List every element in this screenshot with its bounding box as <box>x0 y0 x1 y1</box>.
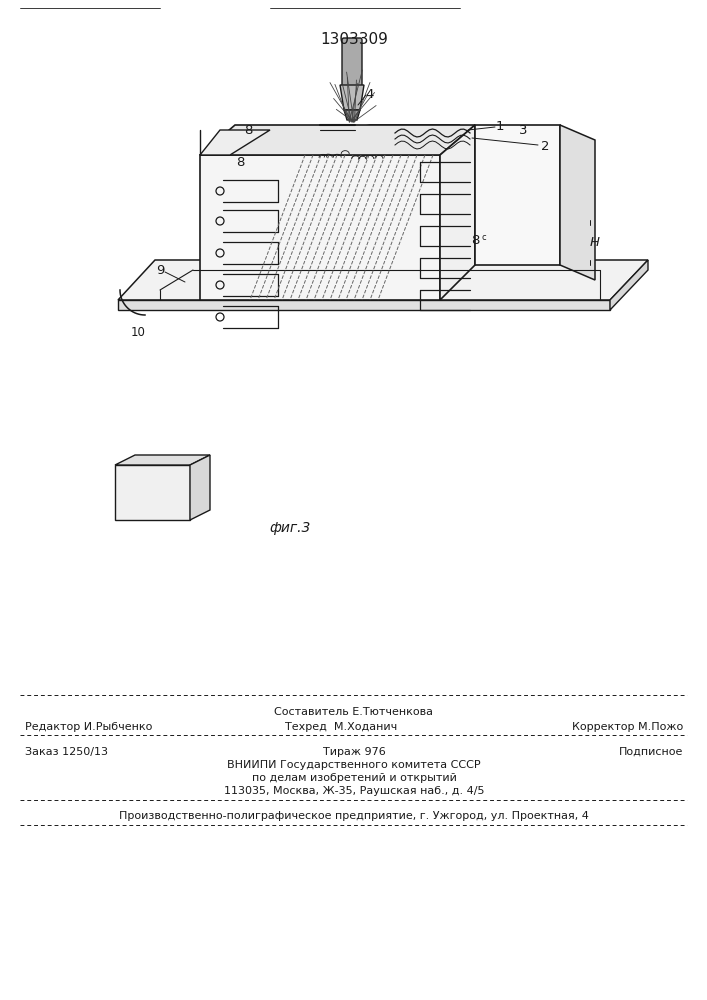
Text: 4: 4 <box>366 89 374 102</box>
Polygon shape <box>210 125 460 160</box>
Polygon shape <box>115 465 190 520</box>
Polygon shape <box>200 130 270 155</box>
Text: Подписное: Подписное <box>619 747 683 757</box>
Polygon shape <box>340 85 364 110</box>
Text: 8: 8 <box>471 233 479 246</box>
Polygon shape <box>475 125 560 265</box>
Polygon shape <box>200 155 440 300</box>
Text: c: c <box>481 233 486 242</box>
Polygon shape <box>190 455 210 520</box>
Text: 3: 3 <box>519 123 527 136</box>
Text: 8: 8 <box>236 156 244 169</box>
Text: Производственно-полиграфическое предприятие, г. Ужгород, ул. Проектная, 4: Производственно-полиграфическое предприя… <box>119 811 589 821</box>
Text: 10: 10 <box>131 326 146 338</box>
Text: ВНИИПИ Государственного комитета СССР: ВНИИПИ Государственного комитета СССР <box>227 760 481 770</box>
Text: H: H <box>590 236 600 249</box>
Polygon shape <box>115 455 210 465</box>
Text: Редактор И.Рыбченко: Редактор И.Рыбченко <box>25 722 153 732</box>
Polygon shape <box>118 300 610 310</box>
Text: 9: 9 <box>156 263 164 276</box>
Polygon shape <box>610 260 648 310</box>
Text: Составитель Е.Тютченкова: Составитель Е.Тютченкова <box>274 707 433 717</box>
Text: фиг.3: фиг.3 <box>269 521 310 535</box>
Polygon shape <box>210 160 300 300</box>
Text: 2: 2 <box>541 140 549 153</box>
Text: 113035, Москва, Ж-35, Раушская наб., д. 4/5: 113035, Москва, Ж-35, Раушская наб., д. … <box>223 786 484 796</box>
Polygon shape <box>118 260 648 300</box>
Text: Тираж 976: Тираж 976 <box>322 747 385 757</box>
Polygon shape <box>560 125 595 280</box>
Text: по делам изобретений и открытий: по делам изобретений и открытий <box>252 773 457 783</box>
Text: 8: 8 <box>244 123 252 136</box>
FancyBboxPatch shape <box>342 38 362 87</box>
Polygon shape <box>344 110 360 120</box>
Text: Корректор М.Пожо: Корректор М.Пожо <box>572 722 683 732</box>
Text: 1303309: 1303309 <box>320 32 388 47</box>
Text: Заказ 1250/13: Заказ 1250/13 <box>25 747 108 757</box>
Text: Техред  М.Ходанич: Техред М.Ходанич <box>285 722 397 732</box>
Polygon shape <box>200 125 475 155</box>
Text: 1: 1 <box>496 120 504 133</box>
Polygon shape <box>440 125 475 300</box>
